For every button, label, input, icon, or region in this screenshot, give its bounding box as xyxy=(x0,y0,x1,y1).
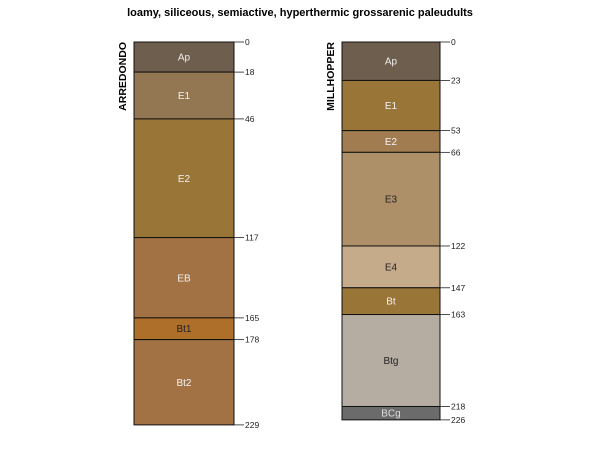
horizon-e3 xyxy=(341,151,441,247)
horizon-label: Bt xyxy=(386,297,396,308)
horizon-e1 xyxy=(341,79,441,132)
horizon-e4 xyxy=(341,245,441,289)
soil-profile-millhopper: MILLHOPPER Ap E1 E2 E3 E4 Bt Btg BCg 0 23 53 66 122 14… xyxy=(325,37,465,425)
depth-label: 218 xyxy=(451,401,465,411)
horizon-label: EB xyxy=(177,273,191,284)
depth-label: 229 xyxy=(245,420,259,430)
horizon-label: E1 xyxy=(385,101,398,112)
diagram-title: loamy, siliceous, semiactive, hypertherm… xyxy=(127,7,473,19)
horizon-e2 xyxy=(133,118,235,239)
horizon-label: Bt1 xyxy=(176,324,191,335)
horizon-label: BCg xyxy=(381,409,400,420)
horizon-label: E3 xyxy=(385,195,398,206)
horizon-label: Bt2 xyxy=(176,378,191,389)
horizon-label: E1 xyxy=(178,91,191,102)
horizon-btg xyxy=(341,314,441,407)
depth-label: 178 xyxy=(245,335,259,345)
depth-label: 163 xyxy=(451,310,465,320)
horizon-label: E2 xyxy=(385,137,398,148)
depth-label: 18 xyxy=(245,67,255,77)
depth-label: 66 xyxy=(451,147,461,157)
horizon-label: E2 xyxy=(178,174,191,185)
horizon-label: E4 xyxy=(385,262,398,273)
profile-name: MILLHOPPER xyxy=(325,42,337,111)
depth-label: 23 xyxy=(451,75,461,85)
depth-label: 122 xyxy=(451,241,465,251)
depth-label: 226 xyxy=(451,415,465,425)
depth-label: 0 xyxy=(245,37,250,47)
horizon-bt2 xyxy=(133,339,235,426)
soil-profile-arredondo: ARREDONDO Ap E1 E2 EB Bt1 Bt2 0 18 46 117 165 178 229 xyxy=(117,37,259,430)
horizon-e1 xyxy=(133,71,235,120)
horizon-label: Ap xyxy=(178,53,191,64)
depth-label: 165 xyxy=(245,313,259,323)
depth-label: 117 xyxy=(245,233,259,243)
horizon-ap xyxy=(133,41,235,73)
horizon-label: Btg xyxy=(383,356,398,367)
horizon-ap xyxy=(341,41,441,81)
horizon-label: Ap xyxy=(385,57,398,68)
horizon-bcg xyxy=(341,405,441,421)
profile-name: ARREDONDO xyxy=(117,42,129,111)
depth-label: 46 xyxy=(245,114,255,124)
depth-label: 53 xyxy=(451,126,461,136)
depth-label: 0 xyxy=(451,37,456,47)
horizon-eb xyxy=(133,237,235,319)
depth-label: 147 xyxy=(451,283,465,293)
